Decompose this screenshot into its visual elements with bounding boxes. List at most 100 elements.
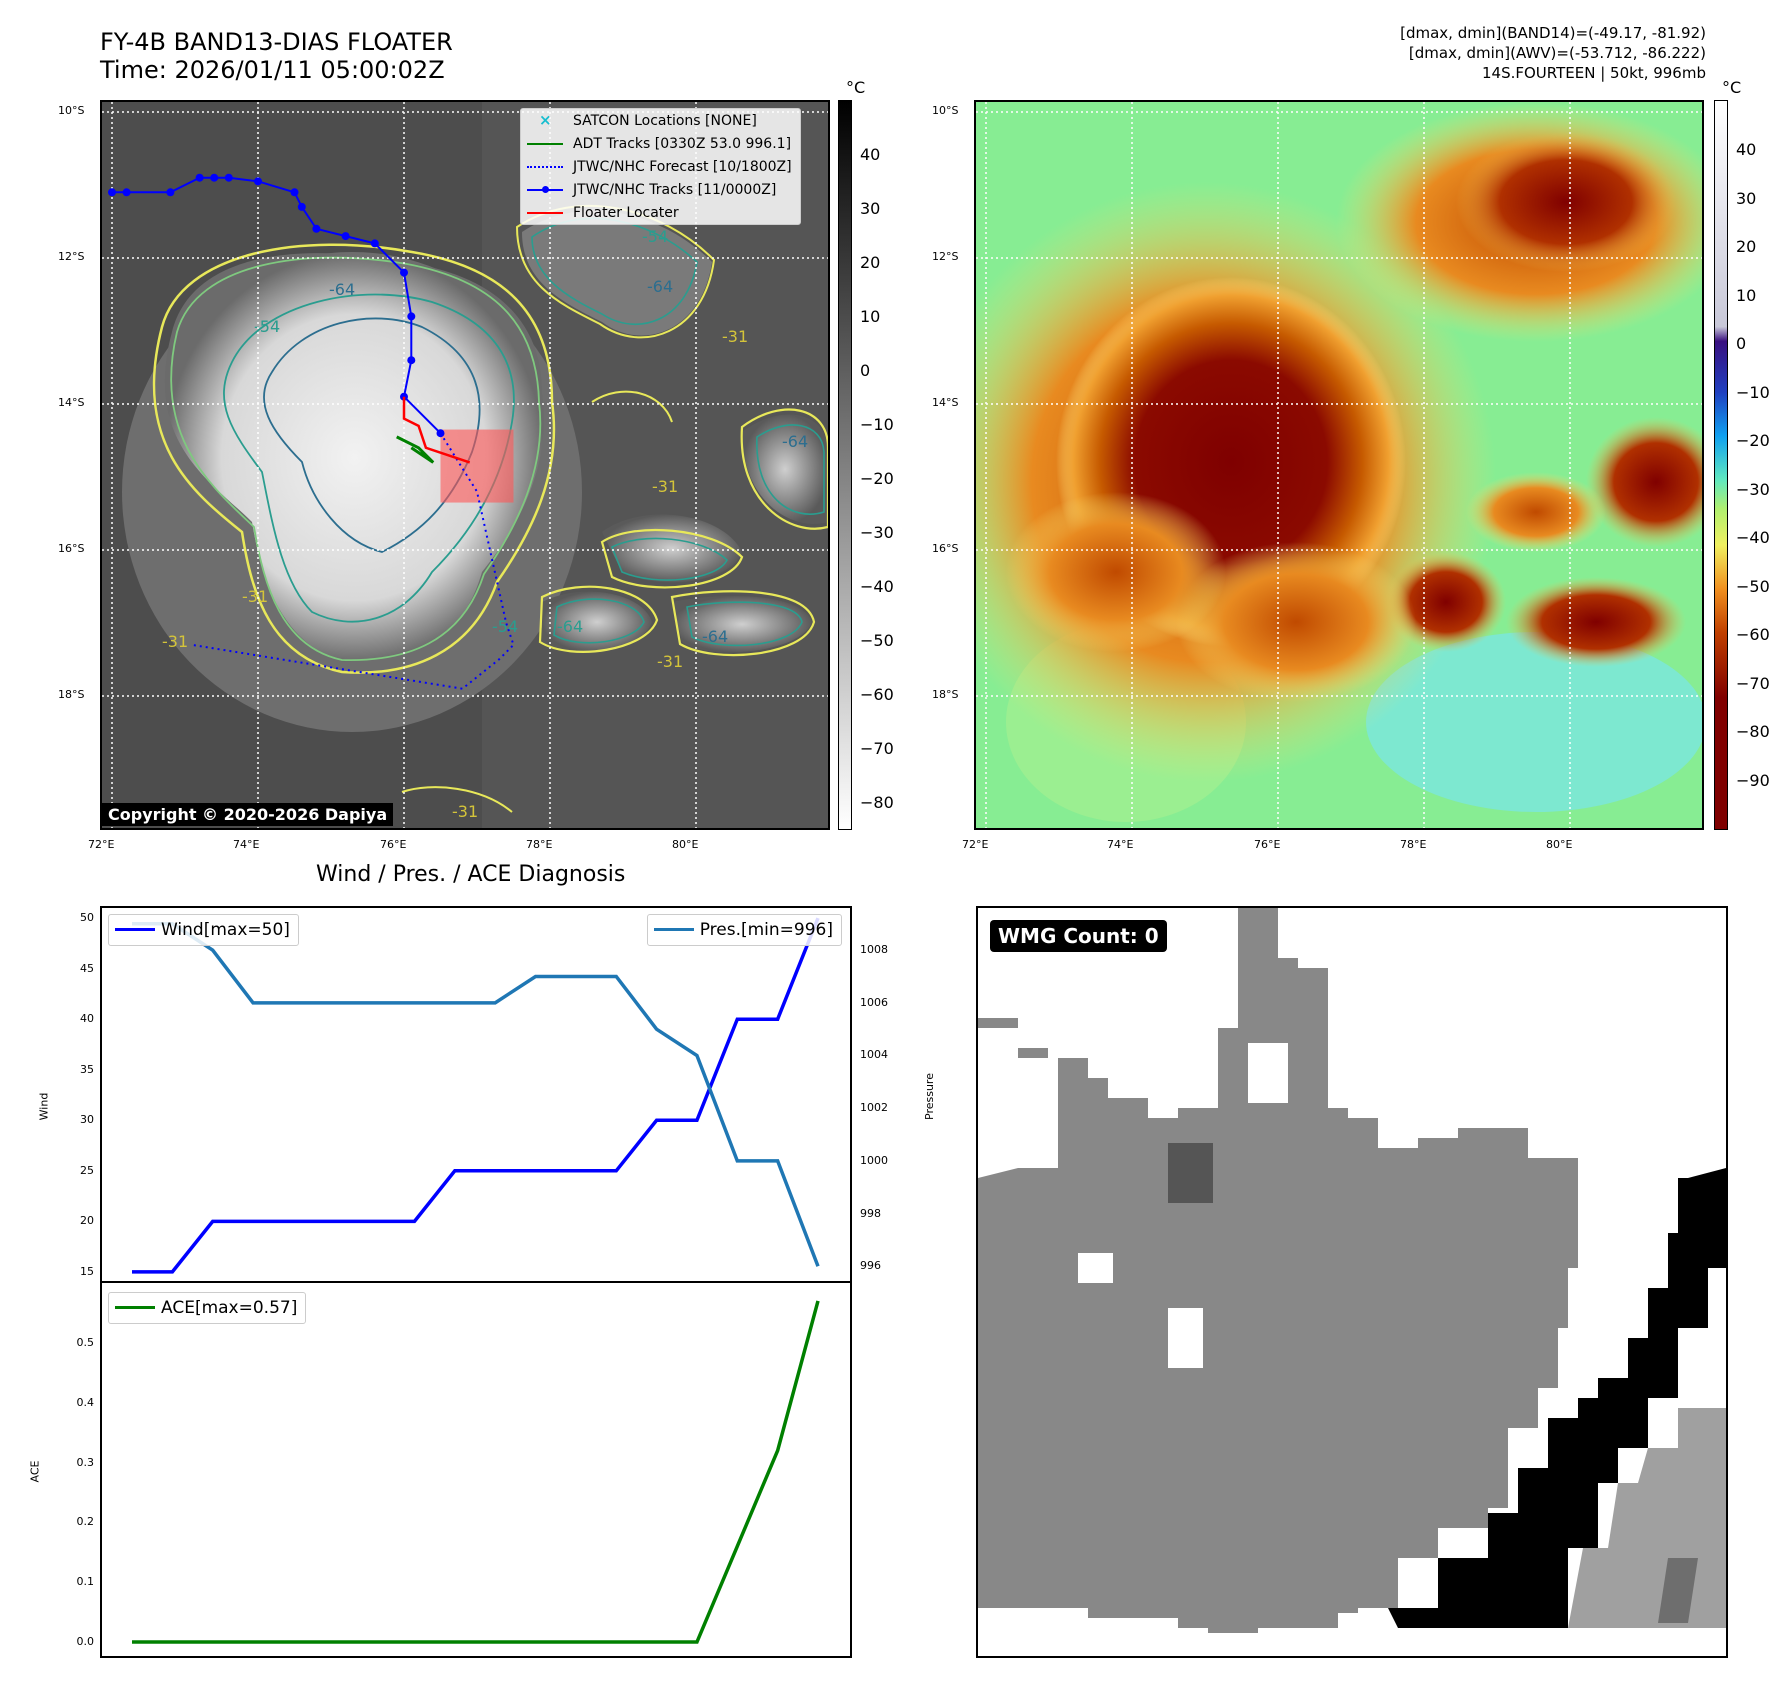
axis-tick-label: 0.5 [76, 1335, 95, 1349]
colorbar-tick-label: −60 [860, 685, 894, 704]
axis-tick-label: 998 [860, 1206, 881, 1220]
awv-colorbar [1714, 100, 1728, 830]
legend-item-satcon: × SATCON Locations [NONE] [521, 109, 800, 132]
colorbar-tick-label: −40 [1736, 528, 1770, 547]
colorbar-tick-label: −20 [1736, 431, 1770, 450]
colorbar-tick-label: −80 [860, 793, 894, 812]
lat-tick-label: 18°S [932, 688, 959, 701]
solid-line-icon [527, 207, 563, 219]
axis-tick-label: 50 [80, 911, 94, 925]
ace-axis-label: ACE [28, 1460, 42, 1483]
lat-tick-label: 16°S [932, 542, 959, 555]
jtwc-track-point [290, 188, 299, 197]
axis-tick-label: 15 [80, 1264, 94, 1278]
copyright-badge: Copyright © 2020-2026 Dapiya [102, 803, 394, 826]
lat-tick-label: 16°S [58, 542, 85, 555]
awv-map-panel [974, 100, 1704, 830]
jtwc-track-point [436, 429, 445, 438]
legend-item-floater: Floater Locater [521, 201, 800, 224]
contour-label: -64 [647, 277, 673, 296]
axis-tick-label: 0.0 [76, 1635, 95, 1649]
ir-map-panel: -31 -54 -64 -54 -64 -31 -31 -64 -54 -64 … [100, 100, 830, 830]
contour-label: -31 [657, 652, 683, 671]
lat-tick-label: 14°S [932, 396, 959, 409]
lon-tick-label: 74°E [233, 838, 260, 851]
cbar1-unit: °C [846, 78, 866, 97]
contour-label: -54 [492, 617, 518, 636]
solid-line-icon [115, 1302, 155, 1314]
lon-tick-label: 76°E [380, 838, 407, 851]
jtwc-track-point [166, 188, 175, 197]
wmg-count-badge: WMG Count: 0 [990, 920, 1167, 952]
colorbar-tick-label: −70 [860, 739, 894, 758]
colorbar-tick-label: 10 [1736, 285, 1757, 305]
colorbar-tick-label: 20 [1736, 237, 1757, 256]
jtwc-track-point [122, 188, 131, 197]
colorbar-tick-label: 40 [1736, 140, 1757, 159]
legend-item-forecast: JTWC/NHC Forecast [10/1800Z] [521, 155, 800, 178]
diagnosis-svg [96, 906, 856, 1658]
legend-item-tracks: JTWC/NHC Tracks [11/0000Z] [521, 178, 800, 201]
lon-tick-label: 76°E [1254, 838, 1281, 851]
jtwc-track-point [312, 224, 321, 233]
lon-tick-label: 80°E [672, 838, 699, 851]
legend-item-adt: ADT Tracks [0330Z 53.0 996.1] [521, 132, 800, 155]
pressure-axis-label: Pressure [922, 1073, 936, 1120]
colorbar-tick-label: −30 [860, 523, 894, 542]
info-line2: [dmax, dmin](AWV)=(-53.712, -86.222) [1408, 44, 1706, 62]
colorbar-tick-label: −60 [1736, 625, 1770, 644]
axis-tick-label: 1006 [860, 995, 888, 1009]
axis-tick-label: 45 [80, 961, 94, 975]
pressure-series-line [132, 922, 820, 1267]
jtwc-track-point [254, 177, 262, 186]
colorbar-tick-label: −50 [1736, 576, 1770, 596]
wind-legend: Wind[max=50] [108, 914, 299, 946]
colorbar-tick-label: 0 [1736, 334, 1747, 353]
contour-label: -31 [162, 632, 188, 651]
lat-tick-label: 10°S [58, 104, 85, 117]
axis-tick-label: 25 [80, 1163, 94, 1177]
lat-tick-label: 14°S [58, 396, 85, 409]
axis-tick-label: 1000 [860, 1153, 888, 1167]
contour-label: -54 [642, 227, 668, 246]
axis-tick-label: 0.1 [76, 1575, 95, 1589]
ir-colorbar [838, 100, 852, 830]
axis-tick-label: 30 [80, 1113, 94, 1127]
contour-label: -64 [329, 280, 355, 299]
jtwc-track-point [210, 173, 219, 182]
axis-tick-label: 40 [80, 1012, 94, 1026]
axis-tick-label: 1002 [860, 1101, 888, 1115]
colorbar-tick-label: −70 [1736, 673, 1770, 693]
axis-tick-label: 0.4 [76, 1395, 95, 1409]
contour-label: -31 [452, 802, 478, 821]
solid-line-icon [115, 924, 155, 936]
lat-tick-label: 18°S [58, 688, 85, 701]
diagnosis-chart: Wind[max=50] Pres.[min=996] ACE[max=0.57… [96, 906, 856, 1658]
diagnosis-title: Wind / Pres. / ACE Diagnosis [316, 862, 626, 887]
floater-track-line [402, 396, 471, 464]
colorbar-tick-label: 0 [860, 361, 871, 380]
solid-line-icon [653, 924, 694, 936]
colorbar-tick-label: −50 [860, 631, 894, 650]
jtwc-track-point [224, 173, 233, 182]
lat-tick-label: 10°S [932, 104, 959, 117]
lon-tick-label: 72°E [88, 838, 115, 851]
axis-tick-label: 0.3 [76, 1455, 95, 1469]
awv-map [976, 102, 1702, 828]
wind-axis-label: Wind [37, 1092, 51, 1121]
dot-line-icon [527, 184, 563, 196]
wmg-panel: WMG Count: 0 [976, 906, 1728, 1658]
adt-track-line [396, 435, 435, 464]
axis-tick-label: 20 [80, 1214, 94, 1228]
jtwc-track-point [407, 312, 416, 321]
jtwc-track-point [297, 202, 306, 211]
axis-tick-label: 996 [860, 1259, 881, 1273]
contour-label: -31 [652, 477, 678, 496]
jtwc-track-point [400, 268, 408, 277]
jtwc-track-point [341, 232, 350, 241]
ace-legend: ACE[max=0.57] [108, 1292, 307, 1324]
contour-label: -31 [722, 327, 748, 346]
chart-title-line1: FY-4B BAND13-DIAS FLOATER [100, 28, 453, 56]
jtwc-track-point [108, 188, 116, 197]
contour-label: -64 [557, 617, 583, 636]
